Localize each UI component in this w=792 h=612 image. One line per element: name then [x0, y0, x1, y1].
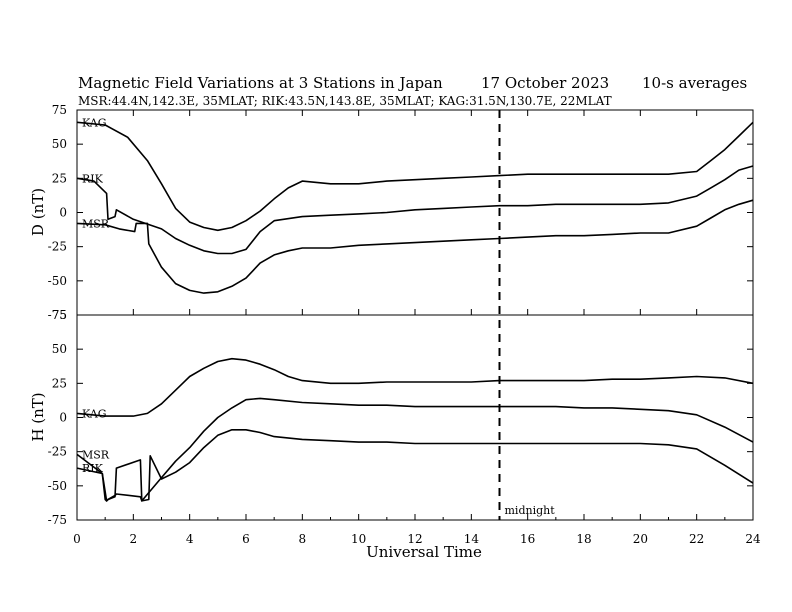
series-label-msr: MSR — [82, 217, 110, 230]
y-tick-label: -75 — [48, 308, 67, 322]
y-tick-label: -50 — [48, 274, 67, 288]
y-tick-label: -50 — [48, 479, 67, 493]
series-label-rik: RIK — [82, 462, 104, 475]
series-label-msr: MSR — [82, 448, 110, 461]
y-tick-label: 75 — [52, 103, 67, 117]
y-axis-title-h: H (nT) — [29, 392, 47, 441]
series-line-rik-h — [76, 397, 754, 502]
y-tick-label: -75 — [48, 513, 67, 527]
series-line-kag-d — [76, 121, 754, 232]
x-tick-label: 24 — [745, 532, 761, 546]
chart-subtitle: MSR:44.4N,142.3E, 35MLAT; RIK:43.5N,143.… — [78, 94, 612, 108]
series-label-rik: RIK — [82, 172, 104, 185]
series-line-msr-h — [76, 428, 754, 502]
series-line-kag-h — [76, 357, 754, 417]
y-tick-label: 75 — [52, 308, 67, 322]
x-tick-label: 8 — [299, 532, 307, 546]
x-tick-label: 20 — [633, 532, 648, 546]
chart-averaging: 10-s averages — [642, 74, 747, 92]
y-tick-label: 25 — [52, 376, 67, 390]
x-tick-label: 16 — [520, 532, 535, 546]
x-tick-label: 10 — [351, 532, 366, 546]
x-axis: 0 2 4 6 8 10 12 14 16 18 20 22 24 — [73, 110, 761, 546]
series-label-kag: KAG — [82, 407, 107, 420]
x-tick-label: 6 — [242, 532, 250, 546]
y-tick-label: 0 — [59, 411, 67, 425]
chart-title: Magnetic Field Variations at 3 Stations … — [78, 74, 443, 92]
x-tick-label: 18 — [576, 532, 591, 546]
chart-date: 17 October 2023 — [481, 74, 609, 92]
y-tick-label: 25 — [52, 171, 67, 185]
y-tick-label: 50 — [52, 342, 67, 356]
y-tick-label: -25 — [48, 240, 67, 254]
y-tick-label: -25 — [48, 445, 67, 459]
series-line-rik-d — [76, 165, 754, 255]
y-tick-label: 50 — [52, 137, 67, 151]
x-tick-label: 12 — [407, 532, 422, 546]
series-label-kag: KAG — [82, 116, 107, 129]
series-line-msr-d — [76, 199, 754, 294]
x-tick-label: 14 — [464, 532, 480, 546]
x-tick-label: 0 — [73, 532, 81, 546]
y-axis-title-d: D (nT) — [29, 188, 47, 236]
y-tick-label: 0 — [59, 206, 67, 220]
x-tick-label: 2 — [130, 532, 138, 546]
x-tick-label: 4 — [186, 532, 194, 546]
x-tick-label: 22 — [689, 532, 704, 546]
midnight-label: midnight — [505, 504, 556, 517]
x-axis-title: Universal Time — [366, 543, 482, 561]
